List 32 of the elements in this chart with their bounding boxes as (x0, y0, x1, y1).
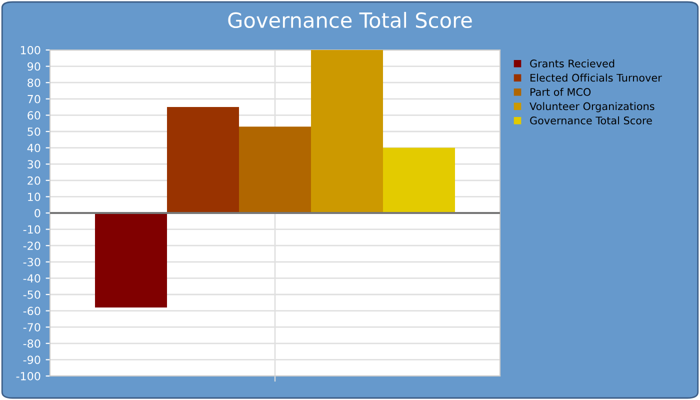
y-tick-label: -90 (23, 356, 40, 364)
y-tick-label: -80 (23, 339, 40, 348)
legend-label: Volunteer Organizations (530, 102, 654, 112)
y-tick-label: -70 (23, 323, 40, 332)
legend-label: Governance Total Score (530, 116, 652, 124)
legend-label: Part of MCO (530, 88, 591, 96)
y-tick-label: -10 (23, 225, 40, 234)
y-tick-label: 60 (28, 111, 40, 120)
y-tick-label: 80 (28, 78, 40, 87)
bar (239, 126, 311, 213)
y-tick-label: 40 (27, 144, 40, 152)
y-tick-label: 100 (20, 46, 40, 54)
y-tick-label: -100 (16, 372, 40, 380)
y-tick-label: 70 (28, 94, 40, 104)
y-tick-label: -30 (23, 258, 40, 266)
chart-title: Governance Total Score (228, 12, 472, 28)
y-tick-label: 30 (28, 160, 40, 168)
bar (95, 213, 167, 308)
bar (383, 148, 455, 213)
y-tick-label: -40 (23, 274, 40, 283)
y-tick-label: 50 (28, 127, 40, 136)
legend-label: Elected Officials Turnover (530, 74, 662, 82)
y-tick-label: -20 (23, 242, 40, 250)
y-tick-label: 90 (28, 62, 40, 71)
bar (167, 107, 239, 213)
y-tick-label: 20 (28, 176, 40, 185)
y-tick-label: 0 (34, 208, 40, 218)
legend-label: Grants Recieved (530, 59, 614, 68)
y-tick-label: -60 (23, 306, 40, 316)
bar (311, 50, 383, 213)
y-tick-label: 10 (28, 192, 40, 202)
y-tick-label: -50 (23, 290, 40, 299)
